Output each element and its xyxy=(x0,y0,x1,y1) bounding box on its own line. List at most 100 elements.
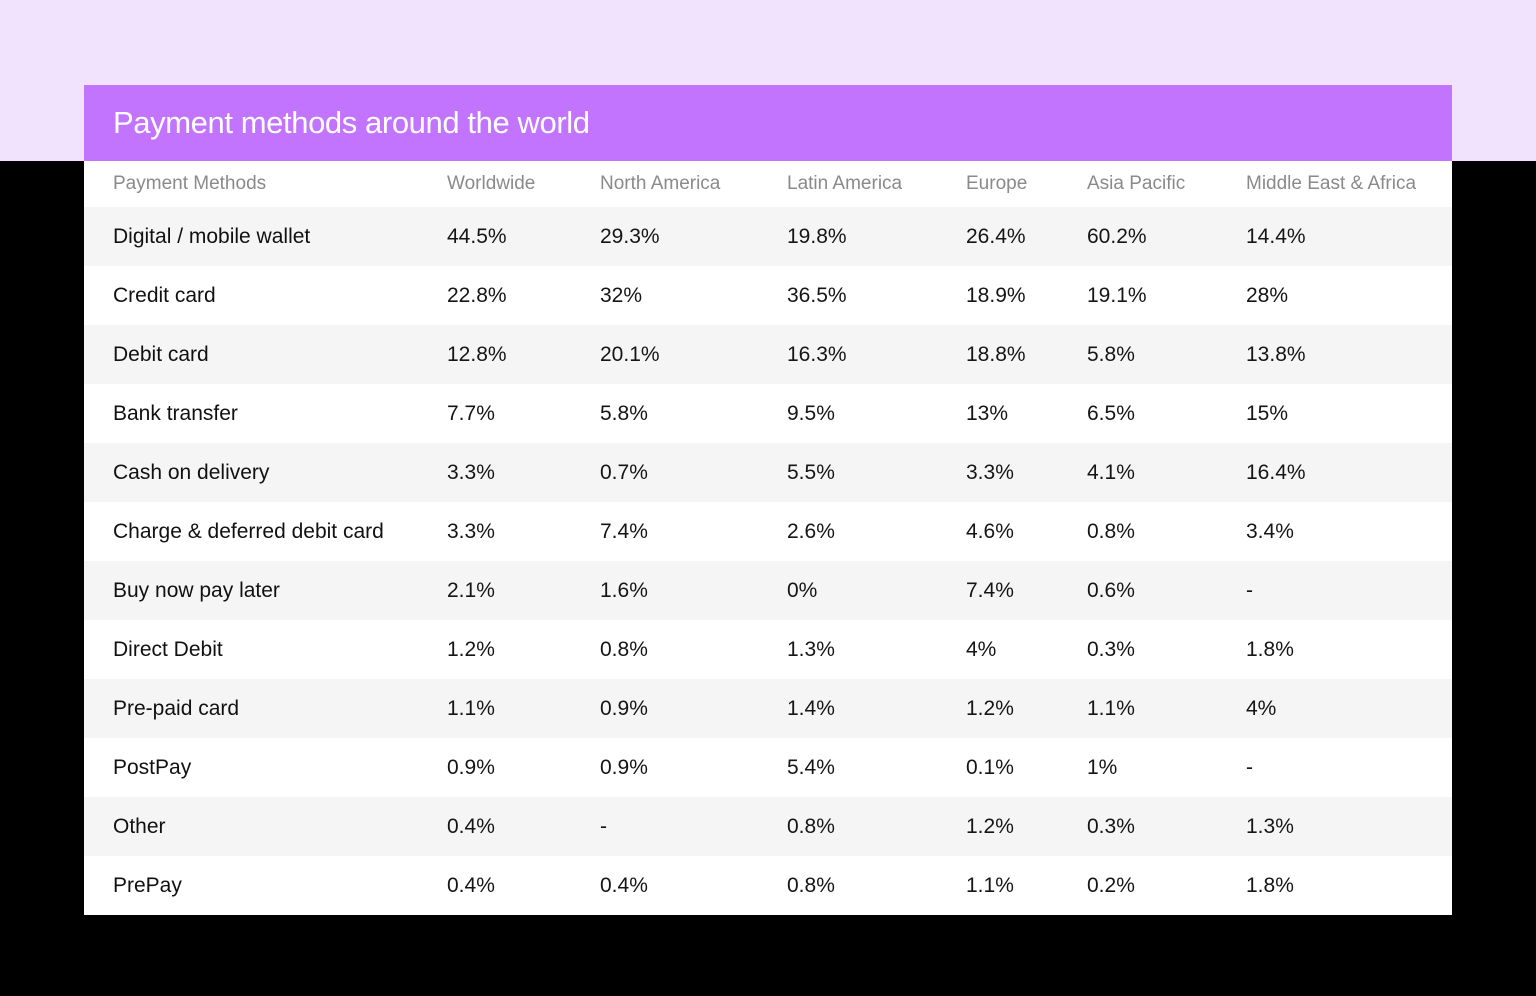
column-header: Asia Pacific xyxy=(1087,173,1186,194)
payment-methods-table: Payment Methods Worldwide North America Lat… xyxy=(84,161,1452,915)
table-cell: 0.9% xyxy=(447,755,495,779)
row-label: Digital / mobile wallet xyxy=(113,224,311,248)
table-cell: 1.2% xyxy=(966,814,1014,838)
row-label: Debit card xyxy=(113,342,209,366)
table-cell: - xyxy=(600,814,607,838)
table-cell: 5.4% xyxy=(787,755,835,779)
table-row: Direct Debit 1.2% 0.8% 1.3% 4% 0.3% 1.8% xyxy=(84,620,1452,679)
row-label: Cash on delivery xyxy=(113,460,270,484)
column-header: Middle East & Africa xyxy=(1246,173,1417,194)
table-cell: 0.8% xyxy=(600,637,648,661)
table-cell: 13% xyxy=(966,401,1009,425)
table-cell: 4.6% xyxy=(966,519,1014,543)
table-cell: 4.1% xyxy=(1087,460,1135,484)
table-title: Payment methods around the world xyxy=(84,85,1452,161)
table-cell: 1.2% xyxy=(966,696,1014,720)
table-cell: 1.1% xyxy=(1087,696,1135,720)
table-cell: 5.8% xyxy=(600,401,648,425)
table-cell: 19.1% xyxy=(1087,283,1147,307)
table-cell: 1.8% xyxy=(1246,873,1294,897)
column-header: Latin America xyxy=(787,173,903,194)
table-cell: 1% xyxy=(1087,755,1118,779)
table-cell: 0.9% xyxy=(600,696,648,720)
table-row: Cash on delivery 3.3% 0.7% 5.5% 3.3% 4.1% 16.4… xyxy=(84,443,1452,502)
table-cell: 29.3% xyxy=(600,224,660,248)
table-cell: 18.9% xyxy=(966,283,1026,307)
table-cell: 7.4% xyxy=(966,578,1014,602)
row-label: Direct Debit xyxy=(113,637,223,661)
table-cell: 13.8% xyxy=(1246,342,1306,366)
table-row: PrePay 0.4% 0.4% 0.8% 1.1% 0.2% 1.8% xyxy=(84,856,1452,915)
row-label: Buy now pay later xyxy=(113,578,280,602)
table-cell: 0.3% xyxy=(1087,814,1135,838)
table-cell: 4% xyxy=(966,637,997,661)
table-cell: 3.3% xyxy=(447,460,495,484)
table-cell: 1.6% xyxy=(600,578,648,602)
table-cell: 0.6% xyxy=(1087,578,1135,602)
table-cell: 0% xyxy=(787,578,818,602)
table-cell: 60.2% xyxy=(1087,224,1147,248)
table-cell: 14.4% xyxy=(1246,224,1306,248)
table-row: Digital / mobile wallet 44.5% 29.3% 19.8% 26… xyxy=(84,207,1452,266)
table-cell: 22.8% xyxy=(447,283,507,307)
table-cell: 0.4% xyxy=(600,873,648,897)
table-cell: 0.8% xyxy=(787,814,835,838)
table-cell: 1.3% xyxy=(1246,814,1294,838)
table-cell: 0.1% xyxy=(966,755,1014,779)
table-cell: 2.6% xyxy=(787,519,835,543)
table-cell: 0.3% xyxy=(1087,637,1135,661)
table-cell: 1.2% xyxy=(447,637,495,661)
table-cell: 32% xyxy=(600,283,643,307)
column-header: North America xyxy=(600,173,721,194)
table-cell: 44.5% xyxy=(447,224,507,248)
row-label: Charge & deferred debit card xyxy=(113,519,384,543)
row-label: Other xyxy=(113,814,166,838)
table-cell: 28% xyxy=(1246,283,1289,307)
table-cell: 9.5% xyxy=(787,401,835,425)
table-cell: 1.3% xyxy=(787,637,835,661)
table-cell: 18.8% xyxy=(966,342,1026,366)
row-label: Pre-paid card xyxy=(113,696,240,720)
table-cell: 3.4% xyxy=(1246,519,1294,543)
table-row: Debit card 12.8% 20.1% 16.3% 18.8% 5.8% 13.8% xyxy=(84,325,1452,384)
row-label: Credit card xyxy=(113,283,216,307)
header-row: Payment Methods Worldwide North America Lat… xyxy=(84,161,1452,207)
table-cell: 3.3% xyxy=(447,519,495,543)
table-row: Buy now pay later 2.1% 1.6% 0% 7.4% 0.6% - xyxy=(84,561,1452,620)
table-cell: 1.4% xyxy=(787,696,835,720)
table-cell: 12.8% xyxy=(447,342,507,366)
row-label: PrePay xyxy=(113,873,182,897)
column-header: Payment Methods xyxy=(113,173,267,194)
table-body: Digital / mobile wallet 44.5% 29.3% 19.8% 26… xyxy=(84,207,1452,915)
table-cell: 0.2% xyxy=(1087,873,1135,897)
table-row: Credit card 22.8% 32% 36.5% 18.9% 19.1% 28% xyxy=(84,266,1452,325)
table-cell: 20.1% xyxy=(600,342,660,366)
table-cell: 1.1% xyxy=(447,696,495,720)
row-label: PostPay xyxy=(113,755,192,779)
table-cell: - xyxy=(1246,755,1253,779)
table-cell: 7.7% xyxy=(447,401,495,425)
table-row: Bank transfer 7.7% 5.8% 9.5% 13% 6.5% 15% xyxy=(84,384,1452,443)
table-cell: 0.4% xyxy=(447,873,495,897)
table-row: Other 0.4% - 0.8% 1.2% 0.3% 1.3% xyxy=(84,797,1452,856)
table-cell: 5.8% xyxy=(1087,342,1135,366)
table-cell: 16.3% xyxy=(787,342,847,366)
table-cell: 16.4% xyxy=(1246,460,1306,484)
table-row: Pre-paid card 1.1% 0.9% 1.4% 1.2% 1.1% 4% xyxy=(84,679,1452,738)
table-cell: 3.3% xyxy=(966,460,1014,484)
column-header: Worldwide xyxy=(447,173,536,194)
table-cell: 5.5% xyxy=(787,460,835,484)
table-cell: 0.8% xyxy=(787,873,835,897)
table-cell: 26.4% xyxy=(966,224,1026,248)
table-cell: 0.8% xyxy=(1087,519,1135,543)
table-cell: 2.1% xyxy=(447,578,495,602)
row-label: Bank transfer xyxy=(113,401,238,425)
column-header: Europe xyxy=(966,173,1028,194)
table-cell: 6.5% xyxy=(1087,401,1135,425)
table-cell: 7.4% xyxy=(600,519,648,543)
table-cell: 1.8% xyxy=(1246,637,1294,661)
table-cell: 15% xyxy=(1246,401,1289,425)
table-cell: - xyxy=(1246,578,1253,602)
table-row: PostPay 0.9% 0.9% 5.4% 0.1% 1% - xyxy=(84,738,1452,797)
table-cell: 1.1% xyxy=(966,873,1014,897)
